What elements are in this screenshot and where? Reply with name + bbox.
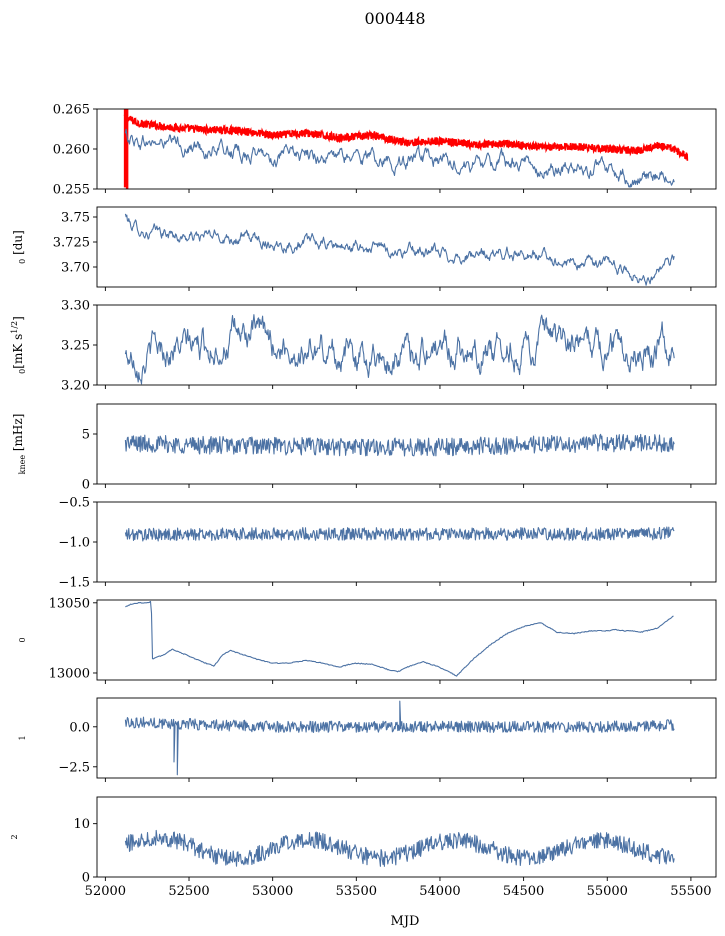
series-line [124,314,675,385]
plot-area [124,213,675,286]
figure-title: 000448 [364,9,425,28]
y-tick-label: 5 [82,428,90,443]
series-highlight-line [123,113,689,161]
plot-area [124,314,675,385]
plot-area [124,829,675,867]
x-tick-label: 54000 [419,884,460,899]
plot-area [123,109,689,189]
panel-5: −1.5−1.0−0.5α [58,496,717,591]
panel-6: 13000 13050 b0 [18,596,717,684]
plot-area [124,700,675,776]
y-axis-label: fknee [mHz] [11,414,27,475]
series-line [124,213,675,286]
x-tick-label: 54500 [503,884,544,899]
y-tick-label: 13050 [49,596,90,611]
y-tick-label: 3.75 [61,211,90,226]
panel-3: 3.20 3.25 3.30 σ0[mK s1/2] [10,299,717,394]
y-axis-label: χ2 [10,834,19,839]
y-tick-label: −1.5 [58,576,90,591]
series-line [124,829,675,867]
x-tick-label: 52500 [168,884,209,899]
axes-frame [96,796,717,878]
x-tick-label: 55000 [587,884,628,899]
panel-4: 0 5 fknee [mHz] [11,403,717,493]
y-axis-label: σ0 [du] [11,230,27,264]
x-tick-label: 55500 [670,884,711,899]
plot-area [124,433,675,457]
x-tick-label: 53500 [336,884,377,899]
axes-frame [96,599,717,681]
y-axis-label: b1 [18,735,27,740]
y-tick-label: 0.255 [53,183,90,198]
series-line [124,128,675,188]
panel-7: −2.5 0.0 b1 [18,697,717,782]
y-axis-label: σ0[mK s1/2] [10,316,27,374]
y-tick-label: 13000 [49,666,90,681]
panel-2: 3.70 3.725 3.75 σ0 [du] [11,206,717,291]
series-line [124,526,675,542]
plot-area [124,526,675,542]
y-tick-label: 3.30 [61,299,90,314]
axes-frame [96,501,717,583]
y-tick-label: −2.5 [58,760,90,775]
y-tick-label: −1.0 [58,536,90,551]
panel-8: 0 10 52000 52500 53000 53500 54000 54500 55000 55… [10,796,717,899]
axes-frame [96,304,717,386]
y-tick-label: 3.25 [61,339,90,354]
series-line [124,700,675,776]
y-tick-label: 0 [82,478,90,493]
y-tick-label: 0.265 [53,103,90,118]
plot-area [125,600,674,677]
y-tick-label: 0 [82,871,90,886]
y-tick-label: 3.70 [61,261,90,276]
y-axis-label: b0 [18,637,27,642]
axes-frame [96,403,717,485]
y-tick-label: 0.260 [53,143,90,158]
x-tick-label: 52000 [85,884,126,899]
y-tick-label: 3.725 [53,236,90,251]
series-line [125,600,674,677]
y-tick-label: 3.20 [61,379,90,394]
axes-frame [96,206,717,288]
y-tick-label: 0.0 [69,720,90,735]
x-tick-label: 53000 [252,884,293,899]
series-line [124,433,675,457]
axes-frame [96,697,717,779]
y-tick-label: −0.5 [58,496,90,511]
y-tick-label: 10 [73,817,90,832]
x-axis-label: MJD [391,914,420,929]
